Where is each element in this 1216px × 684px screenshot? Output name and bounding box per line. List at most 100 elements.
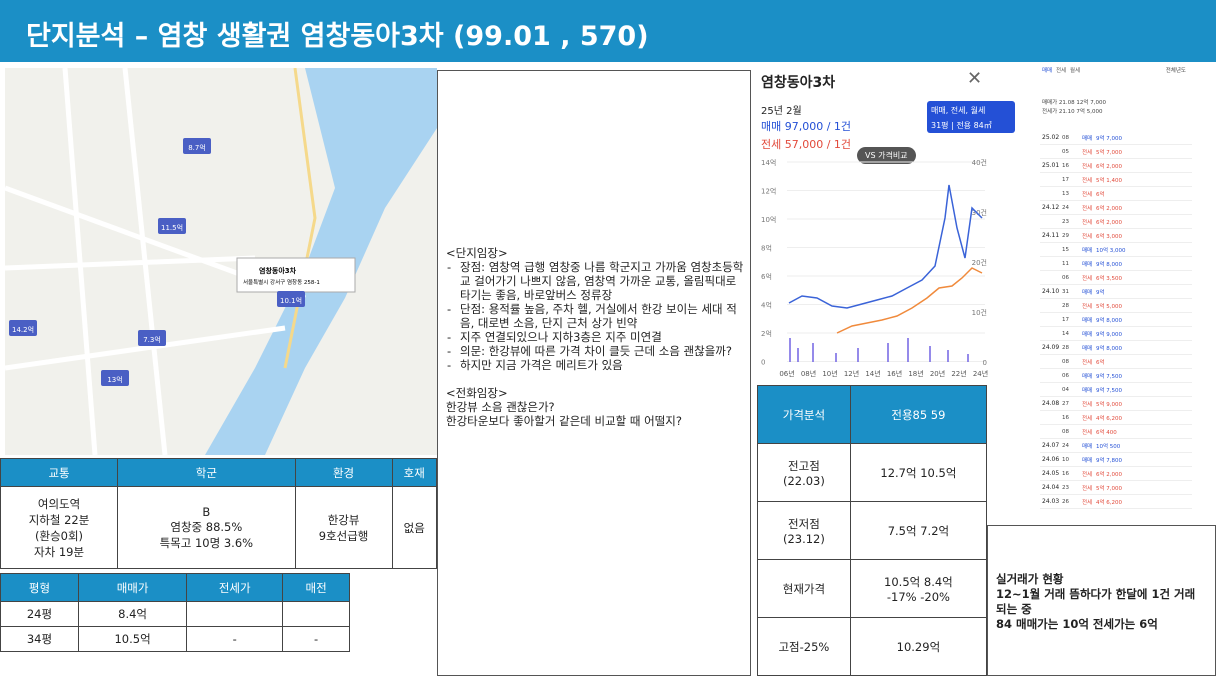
tx-date: 24.11	[1042, 232, 1060, 239]
cell: 8.4억	[77, 601, 188, 627]
tx-day: 28	[1062, 302, 1069, 309]
price-tag: 8.7억	[188, 144, 206, 152]
period: 전체년도	[1165, 68, 1186, 74]
cell: 없음	[391, 486, 437, 569]
price-tag: 13억	[107, 376, 122, 384]
tx-day: 08	[1062, 358, 1069, 365]
tx-day: 31	[1062, 288, 1069, 295]
tab: 매매	[1042, 68, 1053, 74]
tx-type: 매매	[1082, 345, 1093, 352]
tx-price: 9억 8,000	[1096, 261, 1123, 268]
tx-day: 23	[1062, 484, 1069, 491]
cell: 7.5억 7.2억	[849, 501, 988, 560]
filter-button[interactable]: 매매, 전세, 월세 31평 | 전용 84㎡	[927, 101, 1015, 133]
x-label: 16년	[887, 369, 902, 378]
tab: 전세	[1056, 68, 1067, 74]
price-tag: 10.1억	[280, 297, 302, 305]
cell: 10.29억	[849, 617, 988, 676]
summary-line: 84 매매가는 10억 전세가는 6억	[996, 617, 1158, 631]
tx-date: 24.09	[1042, 344, 1060, 351]
row: 34평 10.5억 - -	[0, 626, 350, 652]
note-list: 장점: 염창역 급행 염창중 나름 학군지고 가까움 염창초등학교 걸어가기 나…	[446, 260, 744, 372]
tx-day: 29	[1062, 232, 1069, 239]
transaction-row: 08 전세 6억	[1040, 355, 1192, 369]
tx-date: 24.10	[1042, 288, 1060, 295]
tx-day: 05	[1062, 148, 1069, 155]
tx-type: 매매	[1082, 387, 1093, 394]
tx-price: 9억 7,800	[1096, 457, 1123, 464]
note-heading: <단지임장>	[446, 246, 508, 260]
cell: -	[186, 626, 284, 652]
transaction-row: 17 전세 5억 1,400	[1040, 173, 1192, 187]
tx-day: 17	[1062, 176, 1069, 183]
tab: 월세	[1070, 68, 1081, 74]
tx-date: 25.01	[1042, 162, 1060, 169]
close-icon[interactable]: ✕	[967, 68, 983, 89]
tx-price: 9억 8,000	[1096, 345, 1123, 352]
analysis-table: 가격분석 전용85 59 전고점 (22.03) 12.7억 10.5억 전저점 (23…	[757, 385, 988, 676]
sale-summary: 매매 97,000 / 1건	[761, 120, 852, 133]
cell: -	[282, 626, 350, 652]
tx-price: 6억 2,000	[1096, 163, 1123, 170]
price-tag-bg	[138, 330, 166, 346]
transaction-row: 24.10 31 매매 9억	[1040, 285, 1192, 299]
tx-day: 16	[1062, 414, 1069, 421]
tx-type: 매매	[1082, 247, 1093, 254]
transaction-row: 24.07 24 매매 10억 500	[1040, 439, 1192, 453]
cell: 한강뷰 9호선급행	[294, 486, 393, 569]
x-label: 08년	[801, 369, 816, 378]
price-tag-bg	[101, 370, 129, 386]
cell	[186, 601, 284, 627]
compare-button[interactable]: VS 가격비교	[857, 147, 916, 164]
note-item: 단점: 용적률 높음, 주차 헬, 거실에서 한강 보이는 세대 적음, 대로변…	[447, 302, 744, 330]
transaction-row: 17 매매 9억 8,000	[1040, 313, 1192, 327]
row: 24평 8.4억	[0, 601, 350, 627]
tx-day: 06	[1062, 274, 1069, 281]
tx-price: 4억 6,200	[1096, 499, 1123, 506]
high-sale: 매매가 21.08 12억 7,000	[1042, 100, 1106, 106]
tx-type: 전세	[1082, 303, 1093, 310]
price-table: 평형 매매가 전세가 매전 24평 8.4억 34평 10.5억 - -	[0, 573, 350, 652]
tx-day: 26	[1062, 498, 1069, 505]
tx-price: 5억 5,000	[1096, 303, 1123, 310]
price-tag: 14.2억	[12, 326, 34, 334]
summary-line: 12~1월 거래 뜸하다가 한달에 1건 거래 되는 중	[996, 587, 1196, 616]
tx-price: 6억 3,000	[1096, 233, 1123, 240]
header-cell: 전세가	[186, 573, 284, 602]
tx-price: 5억 7,000	[1096, 485, 1123, 492]
tx-day: 16	[1062, 162, 1069, 169]
cell: 현재가격	[757, 559, 851, 618]
x-label: 20년	[930, 369, 945, 378]
tx-type: 전세	[1082, 177, 1093, 184]
tx-price: 9억	[1096, 289, 1105, 296]
note-line: 한강타운보다 좋아할거 같은데 비교할 때 어떨지?	[446, 414, 682, 428]
transaction-list: 매매 전세 월세 전체년도 매매가 21.08 12억 7,000 전세가 21.10 7…	[1040, 64, 1192, 524]
complex-name: 염창동아3차	[259, 266, 297, 275]
tx-price: 5억 1,400	[1096, 177, 1123, 184]
price-tag: 7.3억	[143, 336, 161, 344]
tx-day: 10	[1062, 456, 1069, 463]
transaction-row: 13 전세 6억	[1040, 187, 1192, 201]
x-label: 18년	[908, 369, 923, 378]
header-cell: 학군	[117, 458, 296, 487]
chart-axes: 14억 12억 10억 8억 6억 4억 2억 0 40건 30건 20건 10건 0 06년 08년 10년…	[761, 158, 988, 378]
transaction-row: 08 전세 6억 400	[1040, 425, 1192, 439]
tx-type: 전세	[1082, 485, 1093, 492]
app-panel: 염창동아3차 ✕ 25년 2월 매매 97,000 / 1건 전세 57,000…	[757, 68, 1015, 385]
transaction-row: 24.06 10 매매 9억 7,800	[1040, 453, 1192, 467]
transaction-row: 15 매매 10억 3,000	[1040, 243, 1192, 257]
left-tick: 8억	[761, 245, 772, 253]
header-cell: 환경	[294, 458, 393, 487]
price-chart: 14억 12억 10억 8억 6억 4억 2억 0 40건 30건 20건 10건 0 06년 08년 10년…	[761, 158, 988, 378]
roads	[5, 68, 306, 455]
note-line: 한강뷰 소음 괜찮은가?	[446, 400, 555, 414]
tx-date: 24.06	[1042, 456, 1060, 463]
left-tick: 10억	[761, 216, 776, 224]
complex-address: 서울특별시 강서구 염창동 258-1	[243, 278, 320, 286]
app-title: 염창동아3차	[761, 75, 836, 91]
row: 여의도역 지하철 22분 (환승0회) 자차 19분 B 염창중 88.5% 특목…	[0, 486, 437, 569]
tx-day: 11	[1062, 260, 1069, 267]
cell: 24평	[0, 601, 79, 627]
tx-type: 매매	[1082, 289, 1093, 296]
